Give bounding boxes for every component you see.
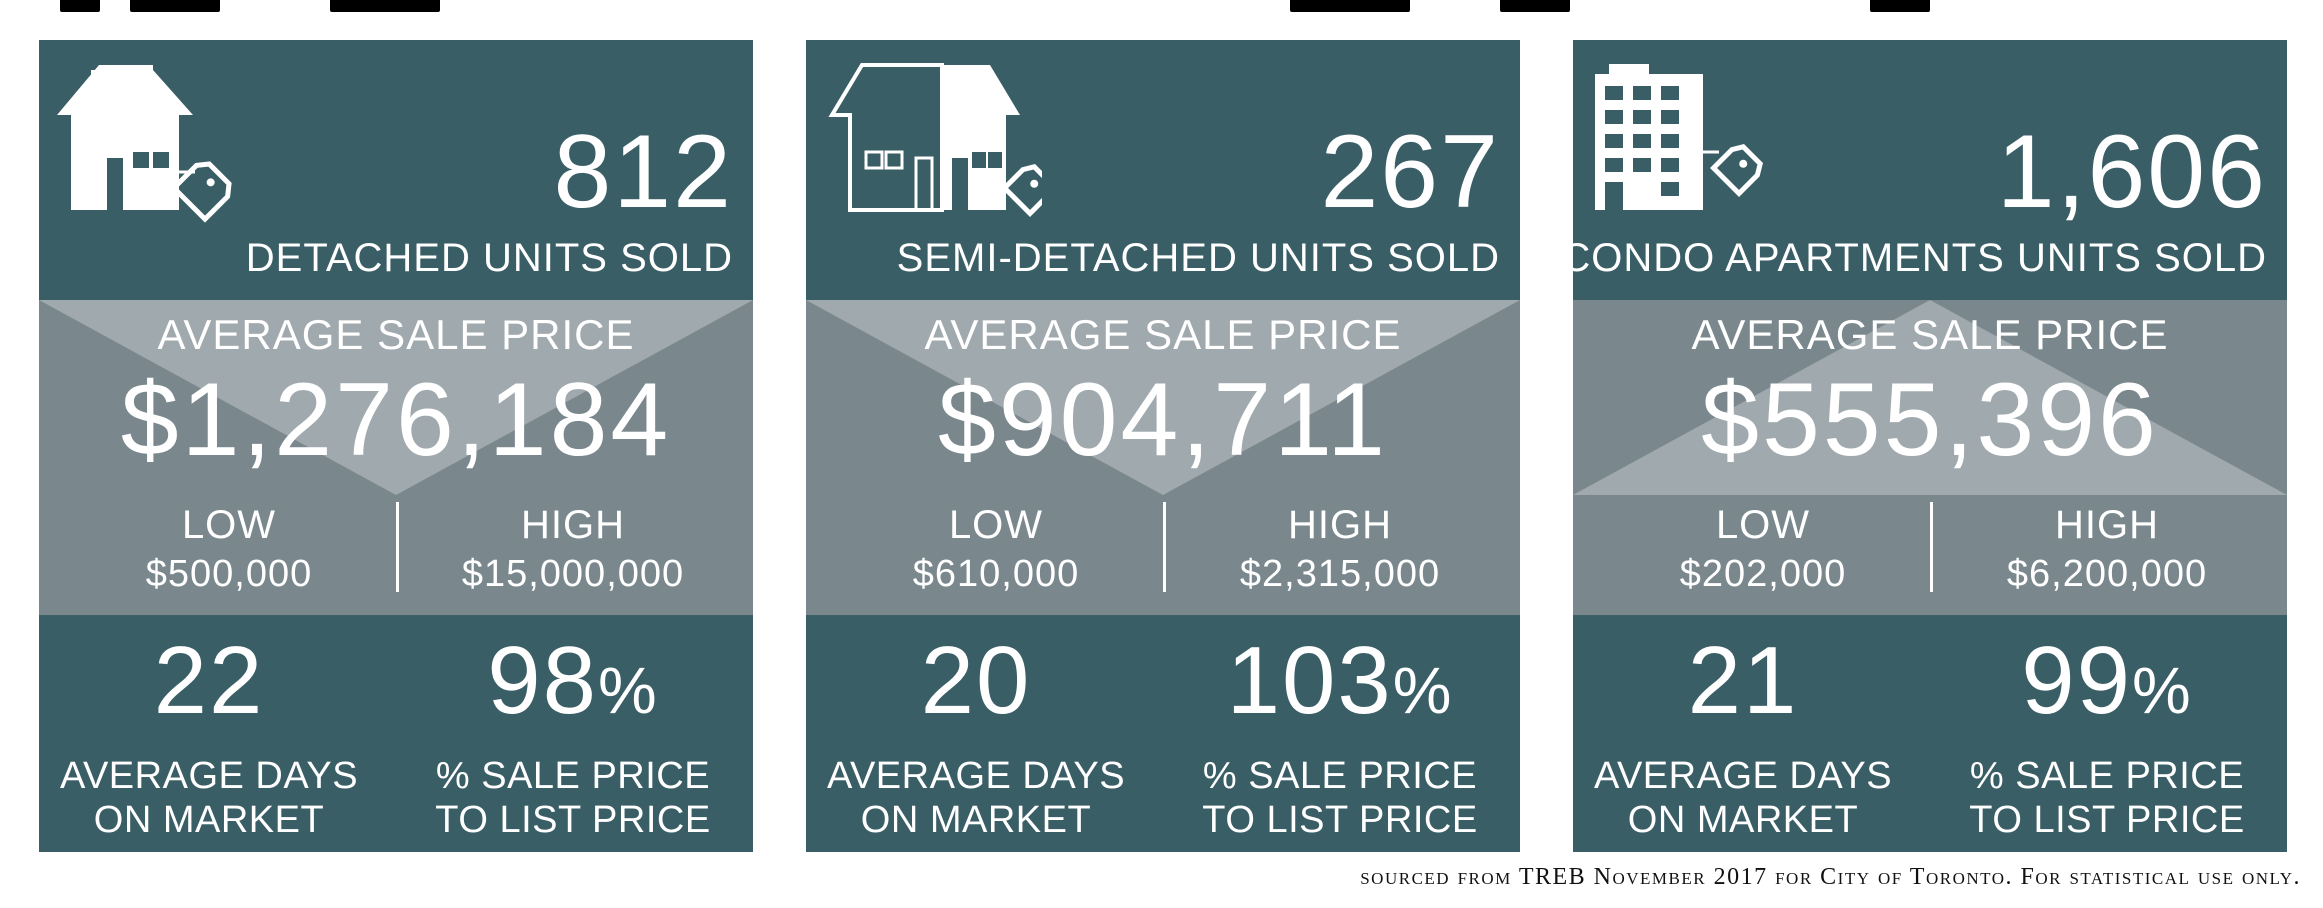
high-label: HIGH <box>1288 503 1392 547</box>
range-divider <box>396 502 399 592</box>
top-cropped-text-strip <box>0 0 2323 14</box>
pct-label-line-2: TO LIST PRICE <box>435 798 711 841</box>
card-header: 267 SEMI-DETACHED UNITS SOLD <box>806 40 1520 300</box>
units-sold-value: 812 <box>553 114 733 230</box>
low-label: LOW <box>181 503 277 547</box>
low-value: $500,000 <box>145 553 313 595</box>
stats-panel <box>39 615 753 852</box>
days-label: AVERAGE DAYS ON MARKET <box>1593 755 1893 842</box>
days-label-line-1: AVERAGE DAYS <box>826 755 1126 797</box>
days-value: 21 <box>1687 627 1799 734</box>
days-label: AVERAGE DAYS ON MARKET <box>59 755 359 842</box>
detached-house-icon <box>55 60 275 230</box>
pct-label-line-2: TO LIST PRICE <box>1969 798 2245 841</box>
low-label: LOW <box>948 503 1044 547</box>
pct-value: 99% <box>1947 633 2267 729</box>
high-price: HIGH $15,000,000 <box>413 505 733 593</box>
range-divider <box>1163 502 1166 592</box>
days-on-market: 20 AVERAGE DAYS ON MARKET <box>826 633 1126 842</box>
pct-label: % SALE PRICE TO LIST PRICE <box>1180 755 1500 842</box>
days-on-market: 22 AVERAGE DAYS ON MARKET <box>59 633 359 842</box>
source-footnote: sourced from TREB November 2017 for City… <box>1360 864 2301 890</box>
sale-to-list: 99% % SALE PRICE TO LIST PRICE <box>1947 633 2267 842</box>
pct-value: 103% <box>1180 633 1500 729</box>
low-value: $202,000 <box>1679 553 1847 595</box>
high-value: $2,315,000 <box>1239 553 1441 595</box>
high-price: HIGH $6,200,000 <box>1947 505 2267 593</box>
avg-price-label: AVERAGE SALE PRICE <box>924 311 1402 358</box>
units-sold-label: SEMI-DETACHED UNITS SOLD <box>896 236 1500 280</box>
days-label-line-2: ON MARKET <box>860 798 1092 841</box>
pct-value: 98% <box>413 633 733 729</box>
units-sold-value: 267 <box>1320 114 1500 230</box>
sale-to-list: 103% % SALE PRICE TO LIST PRICE <box>1180 633 1500 842</box>
sale-to-list: 98% % SALE PRICE TO LIST PRICE <box>413 633 733 842</box>
detached-card: 812 DETACHED UNITS SOLD AVERAGE SALE PRI… <box>39 40 753 852</box>
days-on-market: 21 AVERAGE DAYS ON MARKET <box>1593 633 1893 842</box>
range-divider <box>1930 502 1933 592</box>
pct-label-line-2: TO LIST PRICE <box>1202 798 1478 841</box>
pct-sign: % <box>2132 653 2193 727</box>
units-sold-label: CONDO APARTMENTS UNITS SOLD <box>1573 236 2267 280</box>
low-value: $610,000 <box>912 553 1080 595</box>
pct-label-line-1: % SALE PRICE <box>435 755 711 797</box>
avg-price-label: AVERAGE SALE PRICE <box>157 311 635 358</box>
pct-number: 103 <box>1226 627 1393 734</box>
avg-price-value: $904,711 <box>937 362 1389 478</box>
avg-price-value: $1,276,184 <box>120 362 672 478</box>
stats-panel <box>1573 615 2287 852</box>
pct-label-line-1: % SALE PRICE <box>1202 755 1478 797</box>
avg-price-label: AVERAGE SALE PRICE <box>1691 311 2169 358</box>
units-sold-label: DETACHED UNITS SOLD <box>245 236 733 280</box>
days-value: 20 <box>920 627 1032 734</box>
days-label-line-1: AVERAGE DAYS <box>1593 755 1893 797</box>
low-price: LOW $500,000 <box>79 505 379 593</box>
low-label: LOW <box>1715 503 1811 547</box>
days-label-line-1: AVERAGE DAYS <box>59 755 359 797</box>
stats-panel <box>806 615 1520 852</box>
high-label: HIGH <box>2055 503 2159 547</box>
pct-sign: % <box>598 653 659 727</box>
high-label: HIGH <box>521 503 625 547</box>
semi-detached-house-icon <box>822 60 1054 230</box>
avg-price-value: $555,396 <box>1701 362 2159 478</box>
card-header: 812 DETACHED UNITS SOLD <box>39 40 753 300</box>
pct-number: 99 <box>2021 627 2133 734</box>
units-sold-value: 1,606 <box>1996 114 2267 230</box>
price-panel <box>806 300 1520 615</box>
high-value: $6,200,000 <box>2006 553 2208 595</box>
days-label-line-2: ON MARKET <box>1627 798 1859 841</box>
low-price: LOW $202,000 <box>1613 505 1913 593</box>
pct-label-line-1: % SALE PRICE <box>1969 755 2245 797</box>
low-price: LOW $610,000 <box>846 505 1146 593</box>
condo-card: 1,606 CONDO APARTMENTS UNITS SOLD AVERAG… <box>1573 40 2287 852</box>
days-label-line-2: ON MARKET <box>93 798 325 841</box>
pct-label: % SALE PRICE TO LIST PRICE <box>1947 755 2267 842</box>
condo-building-icon <box>1589 60 1809 230</box>
high-value: $15,000,000 <box>461 553 685 595</box>
pct-number: 98 <box>487 627 599 734</box>
semi-detached-card: 267 SEMI-DETACHED UNITS SOLD AVERAGE SAL… <box>806 40 1520 852</box>
pct-sign: % <box>1392 653 1454 727</box>
days-value: 22 <box>153 627 265 734</box>
days-label: AVERAGE DAYS ON MARKET <box>826 755 1126 842</box>
pct-label: % SALE PRICE TO LIST PRICE <box>413 755 733 842</box>
high-price: HIGH $2,315,000 <box>1180 505 1500 593</box>
card-header: 1,606 CONDO APARTMENTS UNITS SOLD <box>1573 40 2287 300</box>
